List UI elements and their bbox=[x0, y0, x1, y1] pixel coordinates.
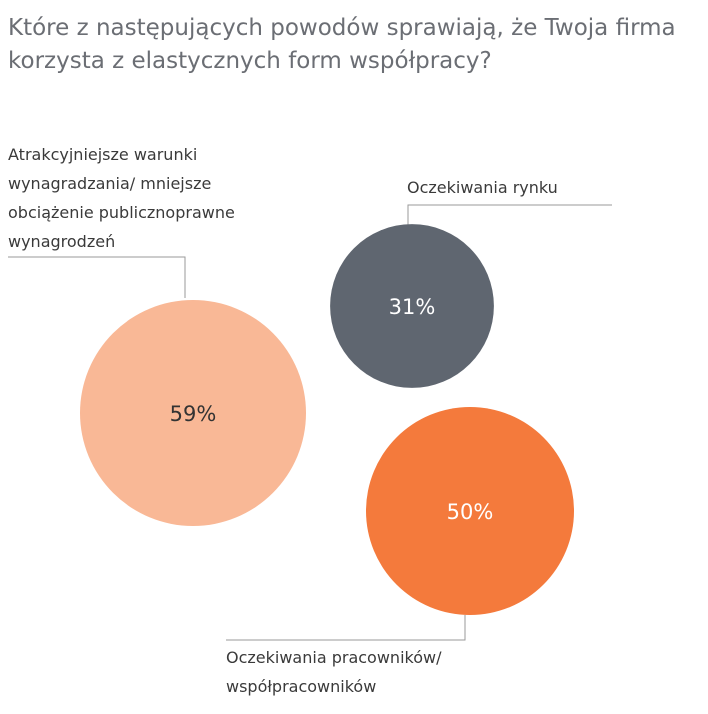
bubble-value-wynagradzanie: 59% bbox=[170, 402, 217, 426]
leader-line-oczekiwania-pracownikow bbox=[226, 615, 466, 641]
label-line: wynagrodzeń bbox=[8, 232, 116, 251]
leader-line-oczekiwania-rynku bbox=[407, 204, 612, 225]
leader-line-wynagradzanie bbox=[8, 256, 186, 298]
chart-title-line-2: korzysta z elastycznych form współpracy? bbox=[8, 48, 492, 74]
label-line: Oczekiwania pracowników/ bbox=[226, 648, 442, 667]
label-line: Atrakcyjniejsze warunki bbox=[8, 145, 198, 164]
bubble-wynagradzanie bbox=[80, 300, 306, 526]
bubble-oczekiwania-pracownikow bbox=[366, 407, 574, 615]
chart-title-line-1: Które z następujących powodów sprawiają,… bbox=[8, 15, 676, 41]
label-oczekiwania-rynku: Oczekiwania rynku bbox=[407, 173, 558, 202]
label-wynagradzanie: Atrakcyjniejsze warunki wynagradzania/ m… bbox=[8, 140, 235, 256]
label-line: Oczekiwania rynku bbox=[407, 178, 558, 197]
label-line: obciążenie publicznoprawne bbox=[8, 203, 235, 222]
bubble-oczekiwania-rynku bbox=[330, 224, 494, 388]
label-oczekiwania-pracownikow: Oczekiwania pracowników/ współpracownikó… bbox=[226, 643, 441, 701]
label-line: wynagradzania/ mniejsze bbox=[8, 174, 212, 193]
bubble-value-oczekiwania-rynku: 31% bbox=[389, 295, 436, 319]
chart-title: Które z następujących powodów sprawiają,… bbox=[8, 12, 708, 78]
bubble-value-oczekiwania-pracownikow: 50% bbox=[447, 500, 494, 524]
label-line: współpracowników bbox=[226, 677, 377, 696]
